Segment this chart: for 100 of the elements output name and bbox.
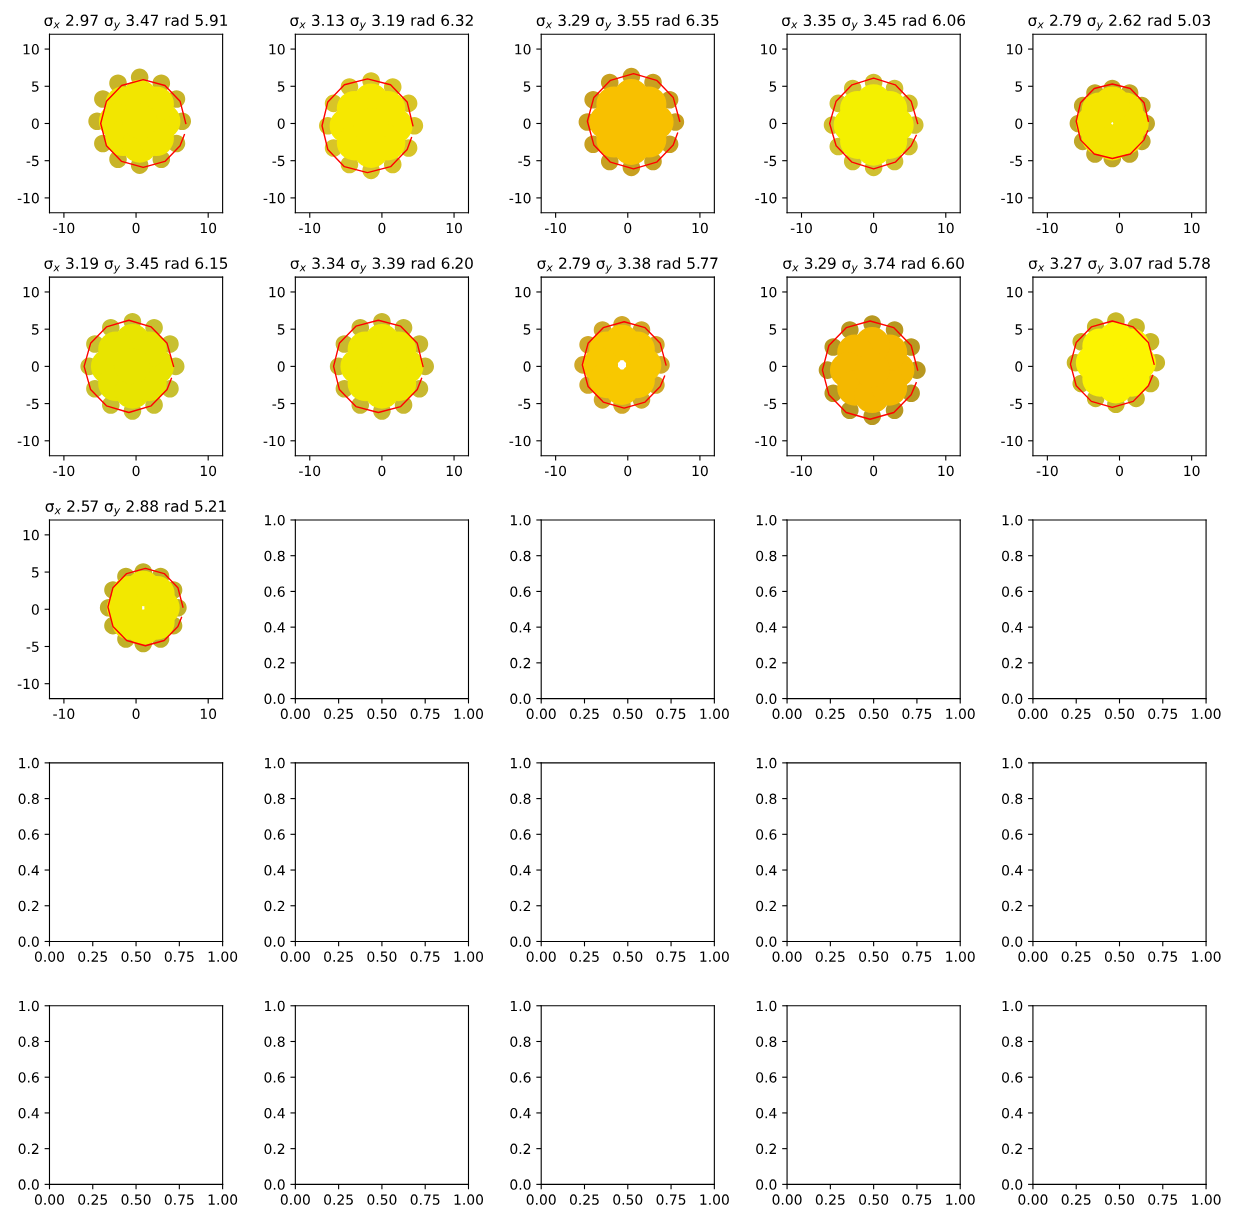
y-tick-label: 5 (277, 81, 285, 92)
x-tick-label: 0.50 (613, 708, 643, 720)
x-tick-label: 10 (1184, 465, 1200, 477)
y-tick-label: -5 (26, 155, 39, 167)
x-tick-label: 0.00 (280, 708, 310, 720)
y-tick-label: 5 (1015, 324, 1022, 335)
x-tick-label: -10 (790, 222, 812, 234)
y-tick-label: -10 (755, 435, 777, 447)
x-tick-label: 0.25 (569, 951, 599, 962)
y-tick-label: 0 (523, 118, 531, 129)
y-tick-label: 0.6 (756, 586, 777, 597)
y-tick-label: -10 (263, 435, 285, 447)
x-tick-label: 0.50 (613, 1194, 643, 1205)
y-tick-label: -5 (1010, 155, 1022, 167)
y-tick-label: 0.4 (264, 1107, 285, 1119)
y-tick-label: 10 (23, 529, 39, 541)
x-tick-label: 0.25 (324, 951, 353, 962)
x-tick-label: 0.50 (859, 708, 889, 720)
x-tick-label: 1.00 (946, 708, 975, 720)
y-tick-label: 0.4 (18, 865, 39, 876)
x-tick-label: 10 (446, 465, 462, 477)
y-tick-label: -5 (26, 398, 39, 410)
y-tick-label: 0 (31, 604, 39, 615)
y-tick-label: 0.6 (1002, 1072, 1023, 1083)
y-tick-label: 0.4 (756, 1107, 777, 1119)
x-tick-label: 0.75 (164, 951, 194, 962)
y-tick-label: 1.0 (265, 514, 285, 526)
y-tick-label: 5 (769, 81, 777, 92)
y-tick-label: 10 (1007, 286, 1023, 298)
y-tick-label: 1.0 (265, 1000, 285, 1012)
y-tick-label: 10 (1007, 44, 1023, 55)
y-tick-label: 0 (31, 361, 39, 372)
y-tick-label: 5 (31, 567, 39, 578)
x-tick-label: 0.50 (367, 708, 397, 720)
y-tick-label: 0.6 (510, 829, 531, 840)
x-tick-label: 10 (938, 222, 954, 234)
y-tick-label: 0.4 (510, 865, 531, 876)
y-tick-label: 0.6 (756, 1072, 777, 1083)
y-tick-label: -10 (755, 192, 777, 204)
y-tick-label: 0.2 (510, 900, 531, 912)
y-tick-label: 0.8 (510, 793, 531, 805)
y-tick-label: 0.8 (1002, 550, 1023, 562)
x-tick-label: 0.50 (121, 1194, 151, 1205)
x-tick-label: 0.75 (410, 1194, 440, 1205)
x-tick-label: 0 (378, 465, 386, 477)
y-tick-label: 0.6 (756, 829, 777, 840)
y-tick-label: 0.4 (264, 865, 285, 876)
y-tick-label: -10 (17, 435, 39, 447)
y-tick-label: 0.8 (264, 1036, 285, 1047)
y-tick-label: -10 (17, 678, 39, 690)
y-tick-label: -5 (764, 155, 777, 167)
y-tick-label: 1.0 (510, 757, 531, 769)
x-tick-label: 0 (132, 222, 140, 234)
y-tick-label: 0.6 (1002, 829, 1023, 840)
y-tick-label: 0.0 (18, 936, 39, 947)
y-tick-label: 1.0 (756, 514, 777, 526)
y-tick-label: 5 (31, 324, 39, 335)
chart-title: σ$_{x}$ 3.29 σ$_{y}$ 3.55 rad 6.35 (536, 14, 719, 31)
x-tick-label: 0.25 (815, 708, 845, 720)
y-tick-label: -10 (1001, 192, 1023, 204)
x-tick-label: 10 (200, 708, 217, 720)
y-tick-label: 10 (761, 44, 777, 55)
x-tick-label: 1.00 (700, 951, 729, 962)
x-tick-label: -10 (53, 708, 75, 720)
x-tick-label: 0.00 (1018, 708, 1048, 720)
x-tick-label: 10 (446, 222, 462, 234)
x-tick-label: 0.00 (772, 951, 802, 962)
y-tick-label: 0.0 (264, 693, 285, 705)
y-tick-label: 0.2 (756, 900, 776, 912)
y-tick-label: 10 (515, 286, 531, 298)
y-tick-label: 1.0 (510, 514, 531, 526)
y-tick-label: 0.2 (756, 657, 776, 669)
x-tick-label: 0.00 (772, 1194, 802, 1205)
y-tick-label: 0.2 (510, 1143, 531, 1155)
y-tick-label: 0.2 (756, 1143, 776, 1155)
x-tick-label: -10 (544, 465, 567, 477)
y-tick-label: 1.0 (756, 757, 777, 769)
x-tick-label: 1.00 (1192, 708, 1221, 720)
x-tick-label: 0.75 (164, 1194, 194, 1205)
y-tick-label: 0.8 (264, 550, 285, 562)
x-tick-label: 0.25 (1061, 1194, 1091, 1205)
y-tick-label: 0.6 (510, 1072, 531, 1083)
x-tick-label: 10 (200, 222, 217, 234)
x-tick-label: 0.00 (280, 1194, 310, 1205)
x-tick-label: 0.50 (1104, 951, 1135, 962)
y-tick-label: 0.0 (510, 936, 531, 947)
y-tick-label: -10 (17, 192, 39, 204)
x-tick-label: 0.25 (815, 951, 845, 962)
x-tick-label: 0.00 (772, 708, 802, 720)
x-tick-label: 0.00 (34, 951, 65, 962)
chart-title: σ$_{x}$ 2.79 σ$_{y}$ 2.62 rad 5.03 (1028, 14, 1211, 31)
x-tick-label: 1.00 (1192, 1194, 1221, 1205)
x-tick-label: 0 (132, 708, 140, 720)
y-tick-label: -5 (272, 155, 285, 167)
y-tick-label: 0.6 (18, 829, 39, 840)
y-tick-label: 10 (269, 286, 285, 298)
x-tick-label: 1.00 (208, 1194, 238, 1205)
y-tick-label: -5 (1010, 398, 1022, 410)
y-tick-label: 0.6 (18, 1072, 39, 1083)
x-tick-label: 0.50 (1104, 1194, 1135, 1205)
